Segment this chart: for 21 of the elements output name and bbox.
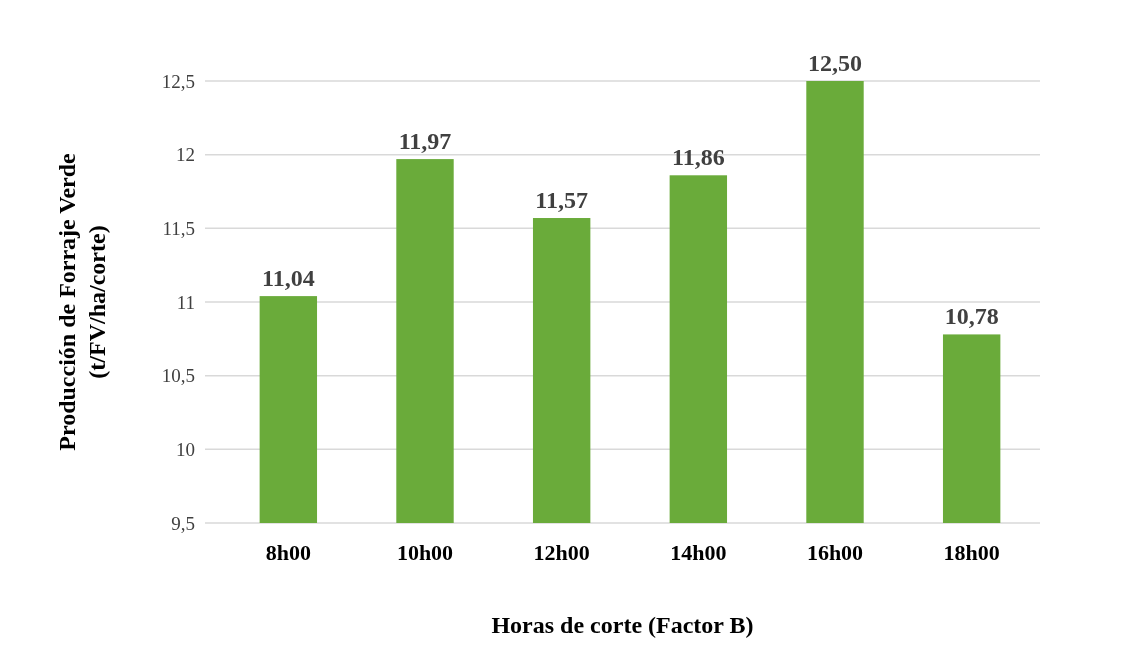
x-tick-label: 8h00 [265, 540, 311, 565]
y-tick-label: 11 [176, 291, 195, 313]
data-label: 10,78 [944, 303, 999, 330]
data-label: 12,50 [808, 50, 862, 76]
y-axis-title: Producción de Forraje Verde (t/FV/ha/corte) [54, 152, 110, 451]
x-tick-label: 12h00 [533, 540, 590, 565]
x-tick-label: 18h00 [943, 540, 1000, 565]
data-label: 11,04 [261, 265, 315, 292]
data-label: 11,86 [671, 144, 725, 171]
data-label: 11,97 [398, 128, 452, 155]
x-axis-title: Horas de corte (Factor B) [491, 612, 754, 638]
x-tick-label: 14h00 [670, 540, 727, 565]
y-tick-label: 11,5 [162, 217, 195, 239]
x-tick-label: 16h00 [806, 540, 864, 565]
x-tick-label: 10h00 [396, 540, 454, 565]
data-label: 11,57 [535, 187, 589, 214]
y-tick-label: 10,5 [161, 365, 195, 387]
y-tick-label: 12,5 [161, 70, 195, 92]
y-tick-label: 10 [176, 438, 195, 460]
y-tick-label: 12 [176, 144, 195, 166]
y-tick-label: 9,5 [171, 512, 195, 534]
